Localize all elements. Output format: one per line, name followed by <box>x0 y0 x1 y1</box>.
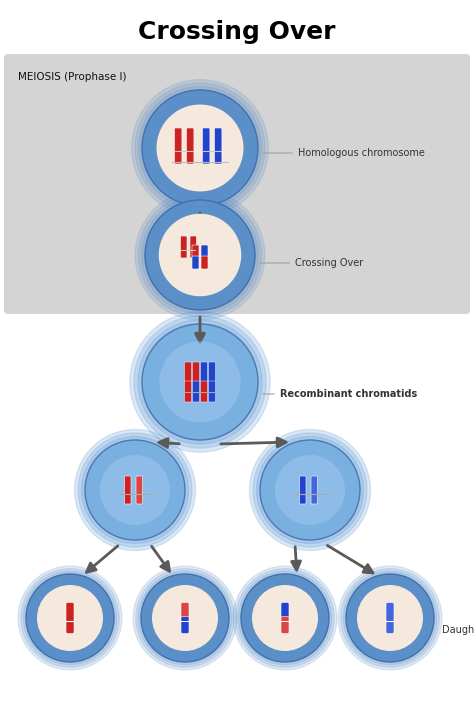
Ellipse shape <box>21 569 119 667</box>
Ellipse shape <box>18 566 122 670</box>
Ellipse shape <box>142 90 258 206</box>
Ellipse shape <box>346 574 434 662</box>
Ellipse shape <box>23 572 117 665</box>
Ellipse shape <box>133 566 237 670</box>
Text: Recombinant chromatids: Recombinant chromatids <box>263 389 417 399</box>
Ellipse shape <box>233 566 337 670</box>
Ellipse shape <box>138 87 262 209</box>
Ellipse shape <box>241 574 329 662</box>
Text: Crossing Over: Crossing Over <box>260 258 363 268</box>
Ellipse shape <box>138 193 262 317</box>
FancyBboxPatch shape <box>181 603 189 620</box>
FancyBboxPatch shape <box>386 603 394 633</box>
FancyBboxPatch shape <box>202 128 210 164</box>
FancyBboxPatch shape <box>184 362 191 383</box>
Ellipse shape <box>100 455 170 525</box>
Ellipse shape <box>26 574 114 662</box>
FancyBboxPatch shape <box>192 381 200 402</box>
FancyBboxPatch shape <box>201 245 208 258</box>
Ellipse shape <box>275 455 345 525</box>
Ellipse shape <box>142 324 258 440</box>
Ellipse shape <box>85 440 185 540</box>
Ellipse shape <box>156 104 244 192</box>
FancyBboxPatch shape <box>281 603 289 620</box>
Ellipse shape <box>134 316 266 448</box>
Ellipse shape <box>236 569 334 667</box>
Text: MEIOSIS (Prophase I): MEIOSIS (Prophase I) <box>18 72 127 82</box>
Ellipse shape <box>357 585 423 651</box>
Ellipse shape <box>152 585 218 651</box>
FancyBboxPatch shape <box>181 236 187 258</box>
Ellipse shape <box>238 572 332 665</box>
FancyBboxPatch shape <box>215 128 222 164</box>
Ellipse shape <box>82 437 189 543</box>
Ellipse shape <box>341 569 439 667</box>
Ellipse shape <box>252 585 318 651</box>
Ellipse shape <box>142 197 258 313</box>
FancyBboxPatch shape <box>201 381 208 402</box>
Ellipse shape <box>130 312 270 452</box>
FancyBboxPatch shape <box>66 603 74 633</box>
Ellipse shape <box>145 200 255 310</box>
FancyBboxPatch shape <box>192 245 199 258</box>
FancyBboxPatch shape <box>184 381 191 402</box>
FancyBboxPatch shape <box>201 362 208 383</box>
Text: Homologous chromosome: Homologous chromosome <box>263 148 425 158</box>
FancyBboxPatch shape <box>181 616 189 633</box>
FancyBboxPatch shape <box>300 476 306 504</box>
FancyBboxPatch shape <box>125 476 131 504</box>
FancyBboxPatch shape <box>209 381 216 402</box>
FancyBboxPatch shape <box>192 256 199 269</box>
Ellipse shape <box>132 80 268 217</box>
Ellipse shape <box>37 585 103 651</box>
Ellipse shape <box>159 214 241 296</box>
Ellipse shape <box>343 572 437 665</box>
Ellipse shape <box>249 430 371 550</box>
FancyBboxPatch shape <box>4 54 470 314</box>
FancyBboxPatch shape <box>311 476 318 504</box>
FancyBboxPatch shape <box>209 362 216 383</box>
FancyBboxPatch shape <box>174 128 182 164</box>
Ellipse shape <box>159 342 241 422</box>
Ellipse shape <box>74 430 195 550</box>
Ellipse shape <box>141 574 229 662</box>
FancyBboxPatch shape <box>190 236 197 258</box>
Ellipse shape <box>256 437 364 543</box>
FancyBboxPatch shape <box>136 476 143 504</box>
Ellipse shape <box>135 83 265 213</box>
Ellipse shape <box>78 433 192 547</box>
FancyBboxPatch shape <box>201 256 208 269</box>
FancyBboxPatch shape <box>192 362 200 383</box>
Text: Crossing Over: Crossing Over <box>138 20 336 44</box>
Ellipse shape <box>138 320 262 444</box>
Text: Daughter cells: Daughter cells <box>442 625 474 635</box>
Ellipse shape <box>138 572 232 665</box>
Ellipse shape <box>338 566 442 670</box>
FancyBboxPatch shape <box>281 616 289 633</box>
Ellipse shape <box>253 433 367 547</box>
Ellipse shape <box>260 440 360 540</box>
Ellipse shape <box>136 569 234 667</box>
Ellipse shape <box>135 190 265 320</box>
FancyBboxPatch shape <box>186 128 194 164</box>
